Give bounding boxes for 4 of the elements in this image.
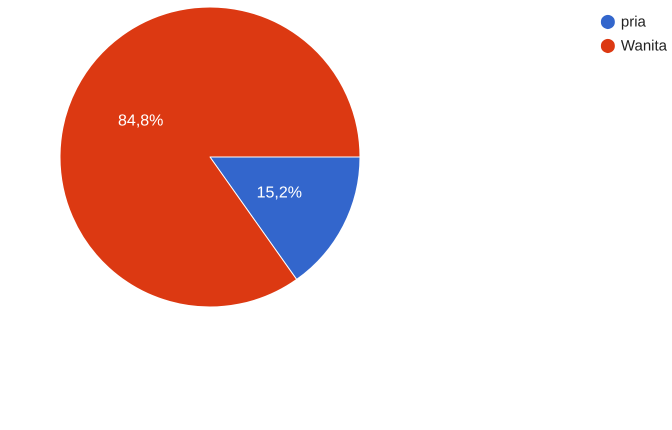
- legend-label: Wanita: [620, 38, 668, 54]
- data-label: 15,2%: [256, 184, 302, 202]
- data-label: 84,8%: [118, 112, 164, 130]
- legend-label: pria: [620, 14, 647, 30]
